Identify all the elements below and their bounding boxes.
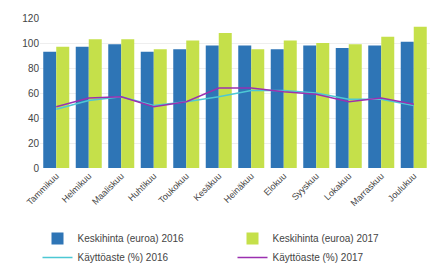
svg-text:Käyttöaste (%) 2016: Käyttöaste (%) 2016 — [78, 252, 169, 263]
svg-text:Joulukuu: Joulukuu — [386, 171, 419, 204]
svg-text:Marraskuu: Marraskuu — [349, 171, 386, 208]
svg-text:20: 20 — [28, 138, 40, 149]
svg-text:Lokakuu: Lokakuu — [322, 171, 353, 202]
svg-text:Kesäkuu: Kesäkuu — [192, 171, 224, 203]
svg-text:Käyttöaste (%) 2017: Käyttöaste (%) 2017 — [273, 252, 364, 263]
svg-text:0: 0 — [33, 163, 39, 174]
svg-text:Elokuu: Elokuu — [262, 171, 289, 198]
svg-text:Maaliskuu: Maaliskuu — [90, 171, 126, 207]
svg-text:40: 40 — [28, 113, 40, 124]
svg-text:Toukokuu: Toukokuu — [157, 171, 191, 205]
svg-text:Heinäkuu: Heinäkuu — [222, 171, 256, 205]
svg-text:Keskihinta (euroa) 2017: Keskihinta (euroa) 2017 — [273, 233, 380, 244]
svg-text:Huhtikuu: Huhtikuu — [126, 171, 158, 203]
svg-text:80: 80 — [28, 63, 40, 74]
svg-text:Syyskuu: Syyskuu — [290, 171, 321, 202]
svg-text:100: 100 — [22, 38, 39, 49]
svg-text:Tammikuu: Tammikuu — [25, 171, 61, 207]
svg-text:60: 60 — [28, 88, 40, 99]
svg-text:Helmikuu: Helmikuu — [60, 171, 94, 205]
svg-text:120: 120 — [22, 13, 39, 24]
svg-text:Keskihinta (euroa) 2016: Keskihinta (euroa) 2016 — [78, 233, 185, 244]
